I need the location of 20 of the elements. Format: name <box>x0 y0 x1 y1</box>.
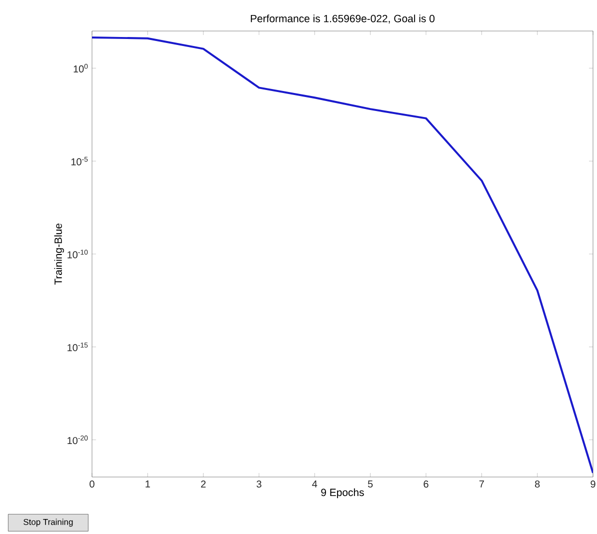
y-tick-label: 10$^{-20}$ <box>68 436 88 444</box>
y-tick-label: 10$^{-15}$ <box>68 342 88 352</box>
chart-title: Performance is 1.65969e-022, Goal is 0 <box>250 14 435 24</box>
x-tick-label: 9 <box>590 480 596 488</box>
x-tick-label: 7 <box>479 480 484 488</box>
x-tick-label: 6 <box>424 480 428 488</box>
x-tick-label: 0 <box>90 480 94 488</box>
x-tick-label: 3 <box>256 480 262 488</box>
line-series <box>92 36 593 474</box>
y-tick-label: 10$^{0}$ <box>74 64 88 72</box>
y-tick-label: 10$^{-10}$ <box>68 250 88 258</box>
x-tick-label: 1 <box>146 480 150 488</box>
y-axis-title: Training-Blue <box>54 224 64 285</box>
x-tick-label: 8 <box>535 480 540 488</box>
text: Stop Training <box>24 518 73 527</box>
x-tick-label: 2 <box>201 480 206 488</box>
x-axis-title: 9 Epochs <box>321 488 364 498</box>
y-tick-label: 10$^{-5}$ <box>71 156 88 166</box>
x-tick-label: 5 <box>368 480 373 488</box>
x-tick-label: 4 <box>312 480 318 488</box>
